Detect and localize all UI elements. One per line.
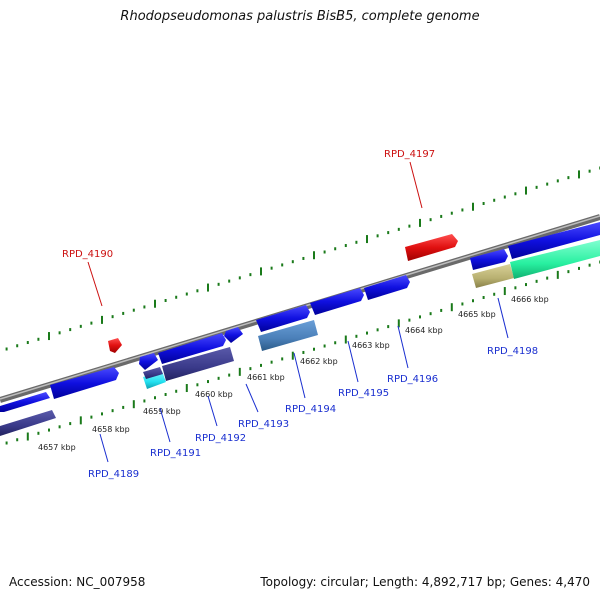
gene-rpd-4195-arrow[interactable] bbox=[310, 288, 364, 315]
outer-tick-track bbox=[5, 166, 600, 351]
inner-tick-track bbox=[5, 260, 600, 445]
gene-rpd-4194-arrow[interactable] bbox=[256, 305, 310, 332]
accession-text: Accession: NC_007958 bbox=[9, 575, 146, 589]
gene-rpd-4197-arrow[interactable] bbox=[405, 234, 458, 261]
gene-label-rpd-4189[interactable]: RPD_4189 bbox=[88, 469, 139, 480]
gene-reverse-green[interactable] bbox=[510, 240, 600, 279]
gene-label-rpd-4190[interactable]: RPD_4190 bbox=[62, 249, 113, 260]
scale-label: 4666 kbp bbox=[511, 295, 549, 304]
reverse-genes bbox=[0, 240, 600, 436]
scale-labels: 4657 kbp 4658 kbp 4659 kbp 4660 kbp 4661… bbox=[38, 295, 549, 452]
gene-label-rpd-4191[interactable]: RPD_4191 bbox=[150, 448, 201, 459]
scale-label: 4659 kbp bbox=[143, 407, 181, 416]
forward-genes bbox=[0, 222, 600, 412]
gene-forward-arrow-right[interactable] bbox=[508, 222, 600, 259]
gene-reverse-dark-left[interactable] bbox=[0, 410, 56, 436]
scale-label: 4661 kbp bbox=[247, 373, 285, 382]
gene-reverse-dark-small[interactable] bbox=[143, 367, 163, 379]
scale-label: 4665 kbp bbox=[458, 310, 496, 319]
scale-label: 4663 kbp bbox=[352, 341, 390, 350]
gene-forward-arrow[interactable] bbox=[50, 367, 119, 399]
gene-rpd-4193-arrow[interactable] bbox=[224, 327, 243, 343]
gene-label-rpd-4195[interactable]: RPD_4195 bbox=[338, 388, 389, 399]
gene-rpd-4189-arrow[interactable] bbox=[0, 392, 50, 412]
gene-rpd-4198-arrow[interactable] bbox=[470, 249, 508, 270]
gene-label-rpd-4197[interactable]: RPD_4197 bbox=[384, 149, 435, 160]
scale-label: 4664 kbp bbox=[405, 326, 443, 335]
scale-label: 4662 kbp bbox=[300, 357, 338, 366]
gene-label-rpd-4192[interactable]: RPD_4192 bbox=[195, 433, 246, 444]
gene-labels: RPD_4189 RPD_4190 RPD_4191 RPD_4192 RPD_… bbox=[62, 149, 538, 480]
gene-rpd-4192-arrow[interactable] bbox=[158, 333, 226, 364]
gene-label-rpd-4194[interactable]: RPD_4194 bbox=[285, 404, 336, 415]
scale-label: 4658 kbp bbox=[92, 425, 130, 434]
gene-label-rpd-4196[interactable]: RPD_4196 bbox=[387, 374, 438, 385]
gene-reverse-dark[interactable] bbox=[162, 347, 234, 381]
gene-rpd-4191-arrow[interactable] bbox=[139, 353, 158, 370]
gene-reverse-khaki[interactable] bbox=[472, 264, 514, 288]
leader-lines bbox=[87, 161, 509, 463]
gene-rpd-4190-arrow[interactable] bbox=[108, 338, 122, 353]
scale-label: 4660 kbp bbox=[195, 390, 233, 399]
genome-title: Rhodopseudomonas palustris BisB5, comple… bbox=[120, 9, 480, 24]
gene-rpd-4196-arrow[interactable] bbox=[364, 275, 410, 300]
genome-summary-text: Topology: circular; Length: 4,892,717 bp… bbox=[260, 575, 590, 589]
gene-label-rpd-4198[interactable]: RPD_4198 bbox=[487, 346, 538, 357]
gene-reverse-steel[interactable] bbox=[258, 320, 318, 351]
scale-label: 4657 kbp bbox=[38, 443, 76, 452]
gene-label-rpd-4193[interactable]: RPD_4193 bbox=[238, 419, 289, 430]
